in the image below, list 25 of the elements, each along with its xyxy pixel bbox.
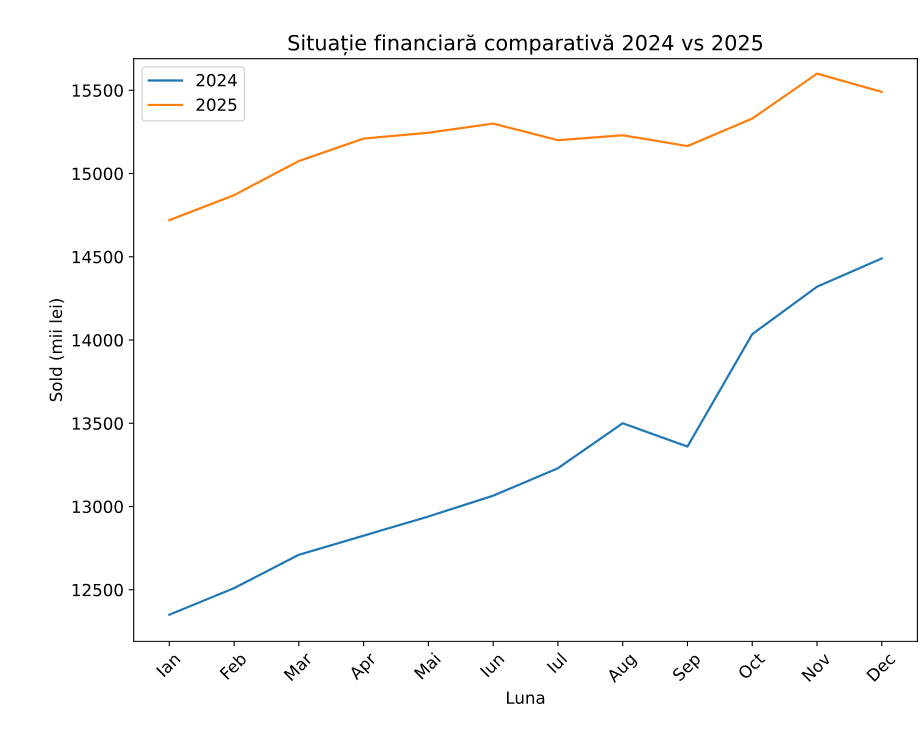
legend-label: 2024 (196, 74, 237, 87)
y-tick-label: 15500 (72, 84, 123, 97)
legend-label: 2025 (196, 98, 236, 112)
y-tick-label: 13000 (72, 500, 123, 514)
line-series (168, 72, 883, 222)
x-tick-label: Oct (737, 652, 766, 680)
x-tick-label: Feb (219, 652, 248, 680)
y-tick-label: 12500 (72, 584, 123, 596)
y-axis-title: Sold (mii lei) (49, 299, 64, 402)
x-tick-label: Sep (672, 652, 704, 684)
y-tick-label: 13500 (72, 417, 123, 430)
y-tick-label: 15000 (72, 167, 123, 180)
x-tick-label: Nov (801, 652, 832, 682)
x-tick-label: Mai (414, 652, 442, 680)
x-tick-label: Iul (546, 652, 568, 674)
y-tick-label: 14500 (72, 250, 123, 264)
x-tick-label: Iun (480, 652, 505, 678)
x-tick-label: Ian (156, 652, 181, 678)
x-axis-title: Luna (507, 692, 544, 704)
x-tick-label: Dec (866, 652, 896, 682)
x-tick-label: Mar (284, 651, 314, 682)
chart-title: Situație financiară comparativă 2024 vs 2025 (288, 34, 762, 56)
line-series (168, 257, 883, 616)
y-tick-label: 14000 (72, 334, 123, 347)
x-tick-label: Apr (348, 651, 380, 683)
